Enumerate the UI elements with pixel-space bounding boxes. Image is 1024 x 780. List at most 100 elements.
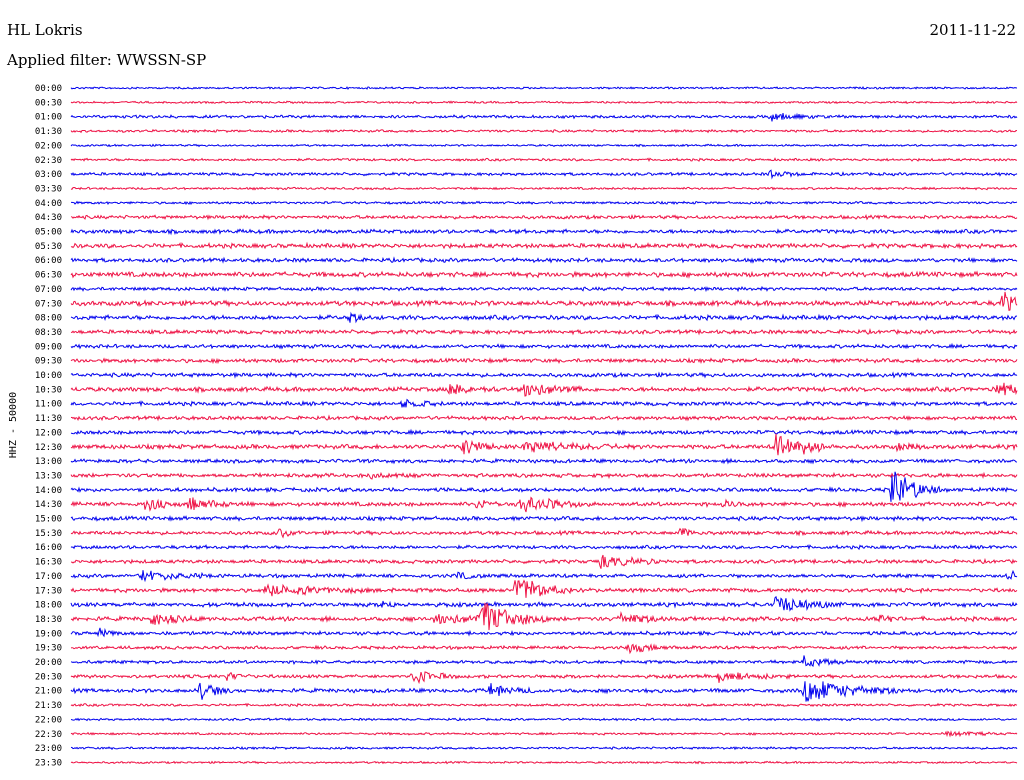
trace-0800 (70, 311, 1018, 324)
tick-label-0630: 06:30 (35, 271, 62, 281)
tick-label-0400: 04:00 (35, 199, 62, 209)
tick-label-2130: 21:30 (35, 701, 62, 711)
trace-2300 (70, 746, 1018, 751)
trace-1630 (70, 554, 1018, 569)
trace-2330 (70, 760, 1018, 765)
trace-0430 (70, 213, 1018, 221)
trace-1300 (70, 457, 1018, 465)
trace-0500 (70, 227, 1018, 236)
station-title: HL Lokris (7, 21, 83, 39)
trace-1000 (70, 371, 1018, 379)
tick-label-1630: 16:30 (35, 558, 62, 568)
trace-0530 (70, 241, 1018, 250)
trace-1900 (70, 627, 1018, 638)
tick-label-1600: 16:00 (35, 543, 62, 553)
tick-label-0530: 05:30 (35, 242, 62, 252)
tick-label-0230: 02:30 (35, 156, 62, 166)
tick-label-1300: 13:00 (35, 457, 62, 467)
tick-label-1030: 10:30 (35, 385, 62, 395)
time-tick-labels: 00:00 00:30 01:00 01:30 02:00 02:30 03:00 03:30… (35, 84, 62, 768)
trace-2100 (70, 681, 1018, 702)
tick-label-2030: 20:30 (35, 672, 62, 682)
trace-1030 (70, 382, 1018, 397)
trace-0030 (70, 100, 1018, 105)
trace-0330 (70, 186, 1018, 191)
trace-1930 (70, 643, 1018, 655)
trace-2200 (70, 717, 1018, 722)
tick-label-0830: 08:30 (35, 328, 62, 338)
tick-label-1900: 19:00 (35, 629, 62, 639)
tick-label-1430: 14:30 (35, 500, 62, 510)
trace-1200 (70, 428, 1018, 436)
tick-label-0100: 01:00 (35, 113, 62, 123)
tick-label-0200: 02:00 (35, 141, 62, 151)
tick-label-2100: 21:00 (35, 687, 62, 697)
tick-label-0930: 09:30 (35, 357, 62, 367)
tick-label-0430: 04:30 (35, 213, 62, 223)
tick-label-1200: 12:00 (35, 428, 62, 438)
tick-label-0700: 07:00 (35, 285, 62, 295)
trace-1730 (70, 579, 1018, 598)
trace-1800 (70, 595, 1018, 612)
trace-1600 (70, 543, 1018, 551)
tick-label-1700: 17:00 (35, 572, 62, 582)
tick-label-0030: 00:30 (35, 98, 62, 108)
tick-label-2000: 20:00 (35, 658, 62, 668)
tick-label-1930: 19:30 (35, 644, 62, 654)
trace-1400 (70, 471, 1018, 502)
trace-0900 (70, 342, 1018, 350)
trace-1330 (70, 471, 1018, 480)
tick-label-0000: 00:00 (35, 84, 62, 94)
tick-label-1400: 14:00 (35, 486, 62, 496)
tick-label-0800: 08:00 (35, 314, 62, 324)
trace-0600 (70, 256, 1018, 264)
trace-0200 (70, 143, 1018, 148)
trace-0700 (70, 285, 1018, 293)
tick-label-0730: 07:30 (35, 299, 62, 309)
trace-0830 (70, 328, 1018, 336)
trace-1500 (70, 514, 1018, 523)
tick-label-2330: 23:30 (35, 758, 62, 768)
trace-2230 (70, 730, 1018, 738)
tick-label-1830: 18:30 (35, 615, 62, 625)
trace-1230 (70, 433, 1018, 456)
tick-label-0900: 09:00 (35, 342, 62, 352)
tick-label-1100: 11:00 (35, 400, 62, 410)
trace-2000 (70, 655, 1018, 667)
tick-label-1130: 11:30 (35, 414, 62, 424)
tick-label-0500: 05:00 (35, 228, 62, 238)
tick-label-2230: 22:30 (35, 730, 62, 740)
tick-label-0130: 01:30 (35, 127, 62, 137)
trace-1830 (70, 602, 1018, 631)
tick-label-0600: 06:00 (35, 256, 62, 266)
tick-label-1000: 10:00 (35, 371, 62, 381)
trace-0100 (70, 112, 1018, 122)
trace-2130 (70, 702, 1018, 708)
trace-1430 (70, 496, 1018, 513)
tick-label-1330: 13:30 (35, 471, 62, 481)
trace-1130 (70, 414, 1018, 422)
trace-0730 (70, 291, 1018, 312)
tick-label-1800: 18:00 (35, 601, 62, 611)
trace-1530 (70, 527, 1018, 539)
tick-label-1730: 17:30 (35, 586, 62, 596)
trace-1100 (70, 398, 1018, 408)
trace-0000 (70, 86, 1018, 91)
filter-label: Applied filter: WWSSN-SP (7, 51, 207, 69)
trace-0630 (70, 270, 1018, 279)
y-axis-label: HHZ - 50000 (8, 392, 19, 458)
trace-1700 (70, 569, 1018, 583)
trace-0130 (70, 128, 1018, 134)
trace-2030 (70, 671, 1018, 685)
tick-label-1530: 15:30 (35, 529, 62, 539)
chart-date: 2011-11-22 (929, 21, 1016, 39)
trace-0930 (70, 357, 1018, 365)
tick-label-2200: 22:00 (35, 715, 62, 725)
tick-label-1230: 12:30 (35, 443, 62, 453)
trace-0400 (70, 200, 1018, 206)
tick-label-1500: 15:00 (35, 515, 62, 525)
tick-label-0300: 03:00 (35, 170, 62, 180)
tick-label-0330: 03:30 (35, 184, 62, 194)
trace-0230 (70, 157, 1018, 162)
